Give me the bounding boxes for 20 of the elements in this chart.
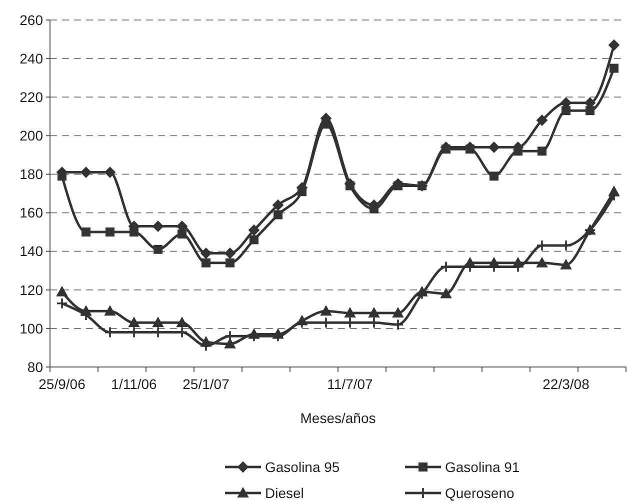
y-tick-label: 140 <box>20 243 44 260</box>
x-tick-label: 22/3/08 <box>542 376 590 392</box>
legend-label: Queroseno <box>445 484 514 501</box>
x-tick-label: 25/9/06 <box>38 376 86 392</box>
y-tick-label: 160 <box>20 204 44 221</box>
legend-label: Diesel <box>265 484 304 501</box>
y-tick-label: 240 <box>20 50 44 66</box>
y-tick-label: 180 <box>20 166 44 182</box>
legend-label: Gasolina 91 <box>445 458 520 475</box>
y-tick-label: 200 <box>20 128 44 144</box>
x-axis-title: Meses/años <box>300 410 376 426</box>
y-tick-label: 120 <box>20 282 44 298</box>
x-tick-label: 11/7/07 <box>327 376 374 392</box>
y-tick-label: 80 <box>27 358 44 375</box>
y-tick-label: 220 <box>20 89 44 106</box>
legend-label: Gasolina 95 <box>265 458 340 475</box>
x-tick-label: 1/11/06 <box>111 376 158 392</box>
x-tick-label: 25/1/07 <box>182 376 230 392</box>
y-tick-label: 100 <box>20 320 44 336</box>
y-tick-label: 260 <box>20 12 44 28</box>
